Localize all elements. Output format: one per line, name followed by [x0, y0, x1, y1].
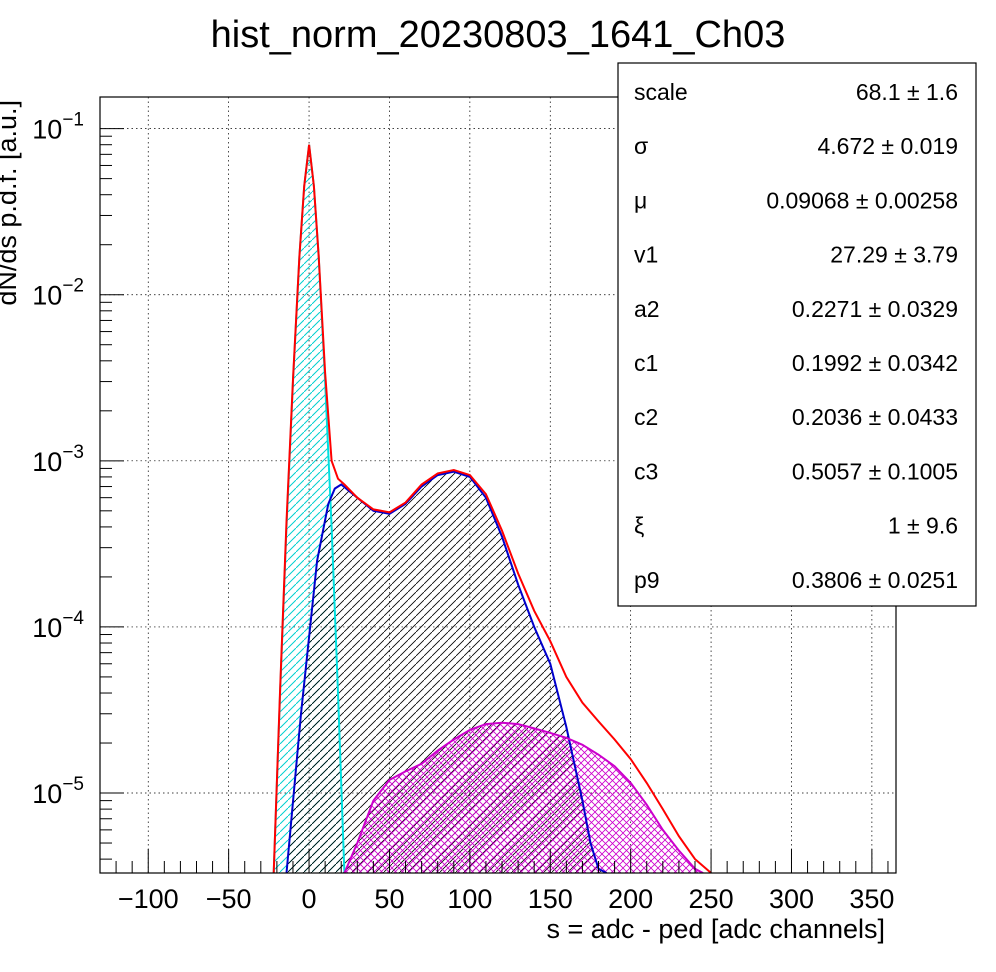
stat-name: μ [634, 187, 647, 213]
y-tick-label: 10−3 [32, 442, 84, 477]
stat-name: scale [634, 79, 688, 105]
stat-name: σ [634, 133, 648, 159]
stat-value: 0.2036 ± 0.0433 [792, 404, 958, 430]
x-tick-label: 350 [849, 884, 894, 914]
x-tick-labels: −100 −50 0 50 100 150 200 250 300 350 [118, 884, 895, 914]
stat-value: 1 ± 9.6 [888, 513, 958, 539]
stat-name: ξ [634, 513, 644, 539]
x-tick-label: −100 [118, 884, 179, 914]
x-tick-label: 200 [608, 884, 653, 914]
stat-value: 27.29 ± 3.79 [830, 242, 958, 268]
stat-value: 4.672 ± 0.019 [817, 133, 958, 159]
stat-value: 0.5057 ± 0.1005 [792, 458, 958, 484]
y-tick-label: 10−1 [32, 110, 84, 145]
x-tick-label: 100 [447, 884, 492, 914]
y-tick-label: 10−4 [32, 608, 84, 643]
y-tick-label: 10−2 [32, 276, 84, 311]
y-tick-label: 10−5 [32, 774, 84, 809]
stat-name: c2 [634, 404, 658, 430]
stat-name: c3 [634, 458, 658, 484]
x-tick-label: 150 [528, 884, 573, 914]
stat-name: v1 [634, 242, 658, 268]
stat-name: a2 [634, 296, 660, 322]
component-fills [273, 144, 703, 873]
fit-curves [272, 144, 712, 873]
x-tick-label: 50 [374, 884, 404, 914]
stat-value: 0.3806 ± 0.0251 [792, 567, 958, 593]
x-tick-label: 300 [769, 884, 814, 914]
stat-value: 0.2271 ± 0.0329 [792, 296, 958, 322]
stat-value: 68.1 ± 1.6 [856, 79, 958, 105]
fit-stats-box: scale 68.1 ± 1.6 σ 4.672 ± 0.019 μ 0.09068 ± … [617, 62, 977, 607]
stat-value: 0.1992 ± 0.0342 [792, 350, 958, 376]
y-tick-labels: 10−1 10−2 10−3 10−4 10−5 [32, 110, 84, 809]
x-tick-label: 0 [302, 884, 317, 914]
stats-rows: scale 68.1 ± 1.6 σ 4.672 ± 0.019 μ 0.09068 ± … [634, 79, 958, 593]
stat-value: 0.09068 ± 0.00258 [766, 187, 958, 213]
stats-box-frame [617, 62, 977, 607]
stat-name: p9 [634, 567, 660, 593]
fit-curve [343, 721, 704, 873]
fit-curve [272, 144, 712, 873]
y-axis-label: dN/ds p.d.f. [a.u.] [0, 100, 22, 306]
axis-ticks [100, 128, 889, 873]
x-tick-label: 250 [689, 884, 734, 914]
stat-name: c1 [634, 350, 658, 376]
x-tick-label: −50 [206, 884, 252, 914]
component-area [344, 722, 703, 873]
chart-title: hist_norm_20230803_1641_Ch03 [211, 14, 786, 56]
x-axis-label: s = adc - ped [adc channels] [547, 914, 885, 944]
